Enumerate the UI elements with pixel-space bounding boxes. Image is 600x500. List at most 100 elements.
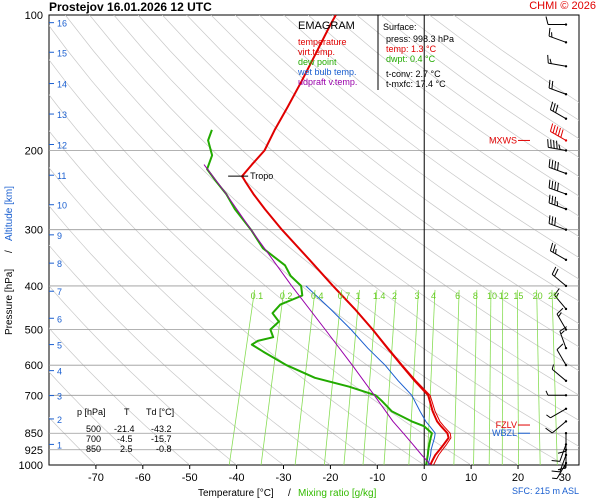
wind-barb-feather bbox=[554, 268, 559, 277]
dry-adiabat-line bbox=[186, 15, 579, 325]
table-cell: -0.8 bbox=[156, 444, 172, 454]
wind-barb-feather bbox=[551, 80, 554, 90]
wind-barb-feather bbox=[551, 216, 554, 225]
legend-item-virt-temp: virt.temp. bbox=[298, 47, 335, 57]
y-axis-label-pressure: Pressure [hPa] bbox=[4, 269, 15, 335]
dry-adiabat-line bbox=[259, 15, 579, 259]
surface-info: Surface: press: 998.3 hPa temp: 1.3 °C d… bbox=[377, 15, 454, 90]
plot-area bbox=[48, 14, 580, 466]
wind-barb-feather bbox=[548, 194, 551, 204]
mixing-ratio-label: 0.4 bbox=[311, 291, 324, 301]
dry-adiabat-line bbox=[283, 15, 579, 237]
altitude-tick-label: 7 bbox=[57, 287, 62, 297]
wind-barb-feather bbox=[555, 104, 559, 113]
dry-adiabat-line bbox=[137, 15, 579, 372]
credit-label: CHMI © 2026 bbox=[529, 0, 596, 12]
altitude-tick-label: 12 bbox=[57, 141, 67, 151]
x-axis-label-temperature: Temperature [°C] bbox=[198, 488, 274, 499]
wind-barb-feather bbox=[554, 288, 560, 296]
wind-barb bbox=[556, 343, 568, 367]
wind-barb-feather bbox=[556, 343, 564, 350]
temperature-tick-label: 30 bbox=[559, 472, 571, 484]
temperature-tick-label: -10 bbox=[369, 472, 385, 484]
mixing-ratio-line bbox=[343, 289, 360, 465]
surface-dwpt: dwpt: 0.4 °C bbox=[386, 54, 436, 64]
series-virt-temp bbox=[241, 175, 452, 465]
wind-barb-feather bbox=[554, 181, 557, 191]
temperature-tick-label: -30 bbox=[276, 472, 292, 484]
wind-barb-feather bbox=[547, 54, 549, 64]
altitude-tick-label: 2 bbox=[57, 415, 62, 425]
wind-barb-feather bbox=[557, 182, 559, 192]
wind-barb bbox=[551, 443, 568, 462]
wind-barb-feather bbox=[551, 195, 554, 205]
mixing-ratio-label: 1.4 bbox=[373, 291, 386, 301]
wind-barb bbox=[545, 16, 568, 26]
mixing-ratio-line bbox=[453, 289, 460, 465]
wind-barb-feather bbox=[558, 312, 562, 317]
mixing-ratio-line bbox=[383, 289, 397, 465]
mixing-ratio-label: 6 bbox=[455, 291, 460, 301]
pressure-tick-label: 400 bbox=[25, 281, 43, 293]
wind-barb-feather bbox=[554, 161, 557, 170]
wind-barb-feather bbox=[560, 129, 564, 138]
pressure-tick-label: 1000 bbox=[19, 460, 43, 472]
pressure-tick-label: 100 bbox=[25, 10, 43, 22]
wind-barb-feather bbox=[548, 79, 551, 89]
wind-barb-feather bbox=[548, 179, 551, 188]
mixing-ratio-label: 0.1 bbox=[251, 291, 264, 301]
altitude-tick-label: 6 bbox=[57, 314, 62, 324]
wind-barb-feather bbox=[556, 307, 564, 315]
wind-barb-feather bbox=[558, 144, 561, 150]
wind-barb-feather bbox=[557, 450, 567, 454]
wind-barb-feather bbox=[552, 244, 556, 253]
wind-barb bbox=[548, 194, 568, 211]
pressure-tick-label: 600 bbox=[25, 360, 43, 372]
wind-barb bbox=[545, 390, 568, 397]
wind-barb-feather bbox=[554, 217, 557, 226]
series-dew-point bbox=[206, 129, 433, 465]
pressure-tick-label: 700 bbox=[25, 390, 43, 402]
dry-adiabat-line bbox=[89, 15, 579, 421]
y-axis-label-altitude: Altitude [km] bbox=[4, 186, 15, 241]
altitude-tick-label: 11 bbox=[57, 171, 66, 181]
wind-barb bbox=[556, 307, 568, 331]
wind-barb bbox=[548, 159, 568, 175]
wind-barb-feather bbox=[551, 160, 554, 169]
altitude-tick-label: 14 bbox=[57, 80, 67, 90]
wind-barb-feather bbox=[545, 16, 549, 25]
table-cell: -43.2 bbox=[151, 424, 172, 434]
wind-barb bbox=[548, 215, 568, 231]
wind-barb-feather bbox=[546, 414, 551, 419]
wind-barb-shaft bbox=[559, 444, 567, 462]
wind-barb-feather bbox=[551, 364, 555, 370]
wind-barb-feather bbox=[548, 27, 551, 37]
y-axis-label-separator: / bbox=[4, 250, 15, 253]
wind-barb-feather bbox=[545, 390, 549, 396]
wind-barb bbox=[551, 364, 568, 383]
dry-adiabat-line bbox=[0, 15, 2, 465]
surface-title: Surface: bbox=[383, 22, 417, 32]
dry-adiabat-line bbox=[113, 15, 579, 396]
series-wet-bulb-temp bbox=[305, 285, 436, 465]
wind-barb-feather bbox=[553, 140, 555, 149]
temperature-tick-label: 10 bbox=[465, 472, 477, 484]
altitude-tick-label: 15 bbox=[57, 48, 67, 58]
wind-barb bbox=[548, 79, 568, 96]
pressure-tick-label: 500 bbox=[25, 325, 43, 337]
mixing-ratio-label: 1 bbox=[356, 291, 361, 301]
wind-barb-feather bbox=[551, 459, 560, 462]
altitude-tick-label: 13 bbox=[57, 110, 67, 120]
legend-item-dew-point: dew point bbox=[298, 57, 337, 67]
profile-series bbox=[203, 15, 452, 465]
wind-barb bbox=[549, 123, 568, 142]
mixing-ratio-line bbox=[260, 289, 285, 465]
wind-barb-feather bbox=[555, 126, 559, 135]
altitude-tick-label: 9 bbox=[57, 231, 62, 241]
mixing-ratio-label: 0.7 bbox=[338, 291, 351, 301]
wind-barb-feather bbox=[551, 180, 554, 189]
wind-barb-feather bbox=[550, 139, 552, 148]
x-axis-label-separator: / bbox=[288, 488, 291, 499]
altitude-tick-label: 3 bbox=[57, 392, 62, 402]
